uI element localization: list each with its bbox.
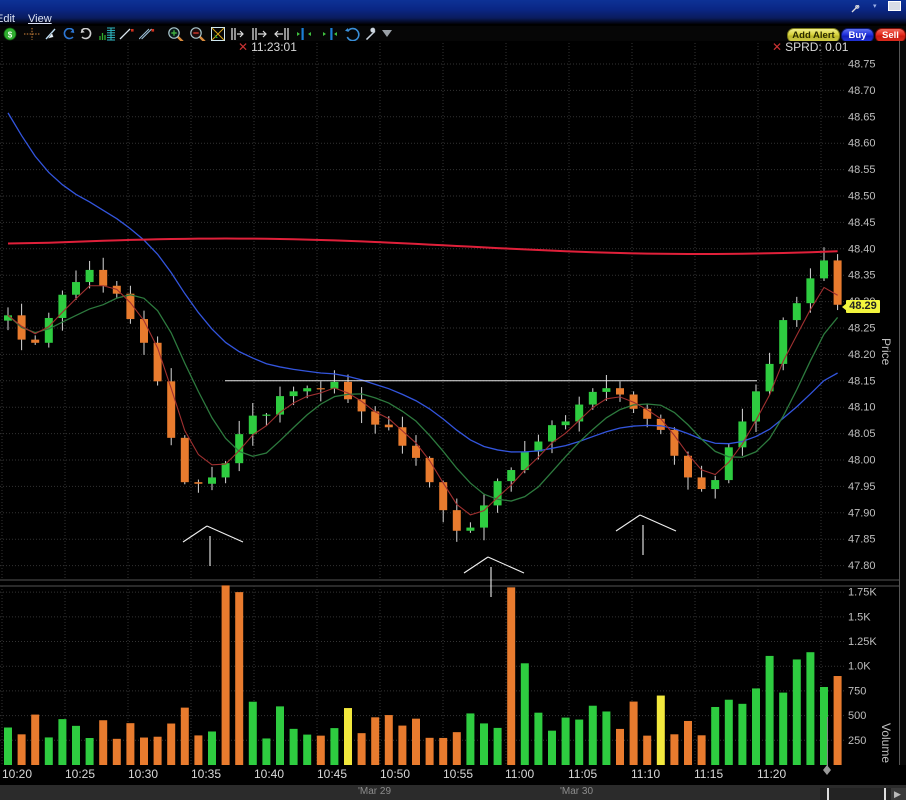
svg-text:48.35: 48.35 [848,270,876,282]
svg-text:750: 750 [848,685,866,697]
svg-text:48.55: 48.55 [848,164,876,176]
svg-text:48.45: 48.45 [848,217,876,229]
svg-text:48.40: 48.40 [848,243,876,255]
svg-text:48.60: 48.60 [848,138,876,150]
svg-text:500: 500 [848,710,866,722]
svg-text:48.05: 48.05 [848,428,876,440]
svg-text:1.0K: 1.0K [848,661,871,673]
svg-text:48.10: 48.10 [848,402,876,414]
svg-text:48.70: 48.70 [848,85,876,97]
svg-text:48.25: 48.25 [848,323,876,335]
svg-text:48.65: 48.65 [848,111,876,123]
svg-text:48.75: 48.75 [848,59,876,71]
svg-text:47.85: 47.85 [848,534,876,546]
svg-text:48.00: 48.00 [848,455,876,467]
svg-text:48.15: 48.15 [848,375,876,387]
svg-text:1.75K: 1.75K [848,587,877,599]
svg-text:1.5K: 1.5K [848,611,871,623]
svg-text:47.80: 47.80 [848,560,876,572]
svg-text:1.25K: 1.25K [848,636,877,648]
svg-text:48.50: 48.50 [848,191,876,203]
svg-text:47.90: 47.90 [848,507,876,519]
svg-text:48.20: 48.20 [848,349,876,361]
svg-text:$: $ [8,30,13,39]
svg-text:250: 250 [848,735,866,747]
svg-text:47.95: 47.95 [848,481,876,493]
